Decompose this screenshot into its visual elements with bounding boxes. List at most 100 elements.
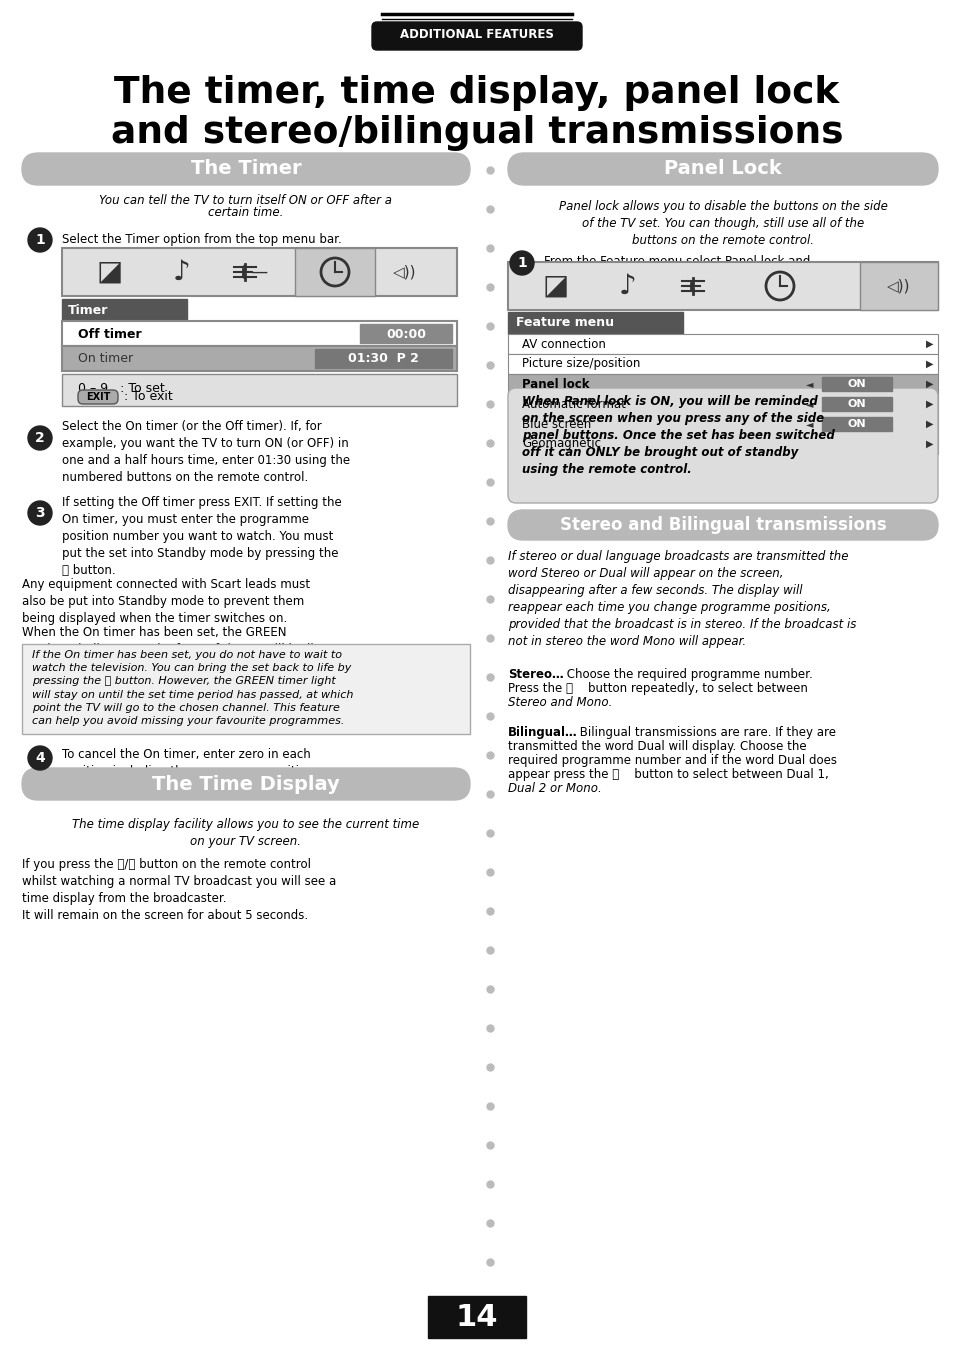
Bar bbox=[507, 414, 937, 434]
Bar bbox=[821, 398, 891, 411]
Text: Bilingual transmissions are rare. If they are: Bilingual transmissions are rare. If the… bbox=[576, 727, 835, 739]
Text: The Timer: The Timer bbox=[191, 159, 301, 178]
Bar bbox=[507, 311, 682, 334]
Circle shape bbox=[510, 251, 534, 275]
Circle shape bbox=[28, 426, 52, 450]
Bar bbox=[22, 644, 470, 735]
Bar bbox=[821, 417, 891, 431]
Bar bbox=[294, 248, 375, 297]
Text: ◪: ◪ bbox=[542, 272, 569, 301]
Text: ◁)): ◁)) bbox=[393, 264, 416, 279]
Bar bbox=[62, 248, 456, 297]
Text: 1: 1 bbox=[517, 256, 526, 270]
Text: Panel lock allows you to disable the buttons on the side
of the TV set. You can : Panel lock allows you to disable the but… bbox=[558, 200, 886, 247]
Text: ⋮—: ⋮— bbox=[235, 263, 269, 280]
Text: You can tell the TV to turn itself ON or OFF after a: You can tell the TV to turn itself ON or… bbox=[99, 194, 392, 206]
FancyBboxPatch shape bbox=[78, 390, 118, 404]
Text: If stereo or dual language broadcasts are transmitted the
word Stereo or Dual wi: If stereo or dual language broadcasts ar… bbox=[507, 550, 856, 648]
Bar bbox=[859, 262, 937, 310]
Bar bbox=[507, 334, 937, 355]
Text: Picture size/position: Picture size/position bbox=[521, 357, 639, 371]
Text: ♪: ♪ bbox=[172, 257, 191, 286]
Bar bbox=[507, 355, 937, 373]
Circle shape bbox=[28, 501, 52, 524]
Bar bbox=[359, 324, 452, 342]
Text: 1: 1 bbox=[35, 233, 45, 247]
Text: To cancel the On timer, enter zero in each
position including the programme posi: To cancel the On timer, enter zero in ea… bbox=[62, 748, 317, 778]
Text: From the Feature menu select Panel lock and
choose ON or OFF with the ❮ or ❯ but: From the Feature menu select Panel lock … bbox=[543, 255, 809, 284]
Text: Choose the required programme number.: Choose the required programme number. bbox=[562, 669, 812, 681]
Text: If you press the Ⓜ/ⓔ button on the remote control
whilst watching a normal TV br: If you press the Ⓜ/ⓔ button on the remot… bbox=[22, 857, 335, 922]
Text: Bilingual…: Bilingual… bbox=[507, 727, 578, 739]
Text: On timer: On timer bbox=[78, 352, 133, 365]
Text: When Panel lock is ON, you will be reminded
on the screen when you press any of : When Panel lock is ON, you will be remin… bbox=[521, 395, 834, 476]
Text: Automatic format: Automatic format bbox=[521, 398, 625, 411]
Text: ADDITIONAL FEATURES: ADDITIONAL FEATURES bbox=[399, 28, 554, 42]
Bar bbox=[507, 394, 937, 414]
FancyBboxPatch shape bbox=[372, 22, 581, 50]
Bar bbox=[507, 434, 937, 454]
Text: If the On timer has been set, you do not have to wait to
watch the television. Y: If the On timer has been set, you do not… bbox=[32, 650, 353, 727]
Text: Press the ⓘ    button repeatedly, to select between: Press the ⓘ button repeatedly, to select… bbox=[507, 682, 807, 696]
Text: ♪: ♪ bbox=[618, 272, 637, 301]
Text: ▶: ▶ bbox=[925, 419, 933, 429]
Text: Any equipment connected with Scart leads must
also be put into Standby mode to p: Any equipment connected with Scart leads… bbox=[22, 578, 310, 625]
Text: ◪: ◪ bbox=[97, 257, 123, 286]
Text: 0 – 9   : To set: 0 – 9 : To set bbox=[78, 381, 165, 395]
Bar bbox=[62, 346, 456, 371]
Circle shape bbox=[28, 745, 52, 770]
FancyBboxPatch shape bbox=[22, 768, 470, 799]
Text: appear press the ⓘ    button to select between Dual 1,: appear press the ⓘ button to select betw… bbox=[507, 768, 828, 780]
Text: ◄: ◄ bbox=[805, 379, 813, 390]
Text: Panel lock: Panel lock bbox=[521, 377, 589, 391]
Text: ◄: ◄ bbox=[805, 419, 813, 429]
Text: ◄: ◄ bbox=[805, 399, 813, 408]
Text: 00:00: 00:00 bbox=[386, 328, 426, 341]
Text: ◁)): ◁)) bbox=[886, 279, 910, 294]
FancyBboxPatch shape bbox=[507, 154, 937, 185]
Text: ON: ON bbox=[847, 419, 865, 429]
Text: Off timer: Off timer bbox=[78, 328, 141, 341]
Bar bbox=[314, 349, 452, 368]
Text: ON: ON bbox=[847, 399, 865, 408]
Text: Blue screen: Blue screen bbox=[521, 418, 591, 430]
Text: Feature menu: Feature menu bbox=[516, 317, 614, 329]
Text: Stereo and Mono.: Stereo and Mono. bbox=[507, 696, 612, 709]
FancyBboxPatch shape bbox=[22, 154, 470, 185]
Text: The timer, time display, panel lock: The timer, time display, panel lock bbox=[114, 75, 839, 111]
Text: ON: ON bbox=[847, 379, 865, 390]
Text: Select the On timer (or the Off timer). If, for
example, you want the TV to turn: Select the On timer (or the Off timer). … bbox=[62, 421, 350, 484]
Text: Select the Timer option from the top menu bar.: Select the Timer option from the top men… bbox=[62, 233, 341, 247]
Text: required programme number and if the word Dual does: required programme number and if the wor… bbox=[507, 754, 836, 767]
Text: ▶: ▶ bbox=[925, 379, 933, 390]
Text: 3: 3 bbox=[35, 506, 45, 520]
Text: : To exit: : To exit bbox=[124, 391, 172, 403]
Text: 14: 14 bbox=[456, 1302, 497, 1332]
Text: ▶: ▶ bbox=[925, 338, 933, 349]
Text: ▶: ▶ bbox=[925, 439, 933, 449]
FancyBboxPatch shape bbox=[507, 388, 937, 503]
Text: Dual 2 or Mono.: Dual 2 or Mono. bbox=[507, 782, 601, 795]
Text: Stereo…: Stereo… bbox=[507, 669, 563, 681]
Text: ▶: ▶ bbox=[925, 399, 933, 408]
Text: AV connection: AV connection bbox=[521, 337, 605, 350]
Bar bbox=[507, 373, 937, 394]
Bar bbox=[507, 262, 937, 310]
Bar bbox=[62, 299, 187, 321]
Text: ▶: ▶ bbox=[925, 359, 933, 369]
FancyBboxPatch shape bbox=[507, 510, 937, 541]
Text: transmitted the word Dual will display. Choose the: transmitted the word Dual will display. … bbox=[507, 740, 806, 754]
Text: 2: 2 bbox=[35, 431, 45, 445]
Bar bbox=[62, 321, 456, 346]
Bar bbox=[821, 377, 891, 391]
Text: and stereo/bilingual transmissions: and stereo/bilingual transmissions bbox=[111, 115, 842, 151]
Text: The Time Display: The Time Display bbox=[152, 775, 339, 794]
Text: certain time.: certain time. bbox=[208, 206, 283, 220]
Text: If setting the Off timer press EXIT. If setting the
On timer, you must enter the: If setting the Off timer press EXIT. If … bbox=[62, 496, 341, 577]
Text: When the On timer has been set, the GREEN
On timer indicator on the front of the: When the On timer has been set, the GREE… bbox=[22, 625, 318, 673]
Text: The time display facility allows you to see the current time
on your TV screen.: The time display facility allows you to … bbox=[72, 818, 419, 848]
Bar bbox=[428, 1295, 525, 1339]
Text: Geomagnetic: Geomagnetic bbox=[521, 438, 600, 450]
Text: Stereo and Bilingual transmissions: Stereo and Bilingual transmissions bbox=[559, 516, 885, 534]
Circle shape bbox=[28, 228, 52, 252]
